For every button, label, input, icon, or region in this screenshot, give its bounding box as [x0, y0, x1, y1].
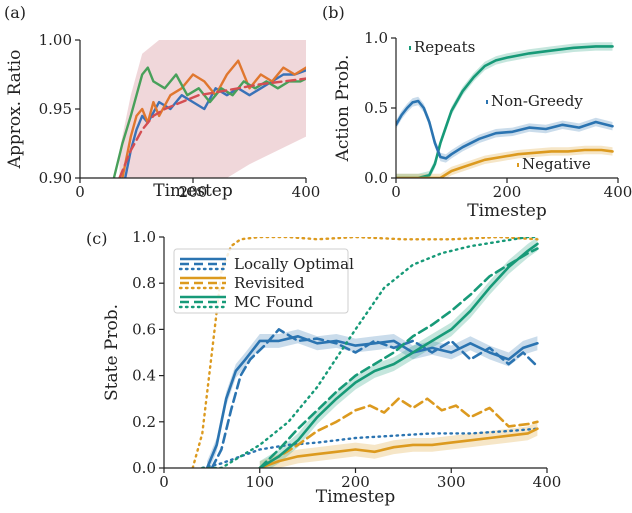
series-line-locally-optimal-dashed: [210, 328, 539, 468]
series-band: [396, 145, 613, 178]
y-tick-label: 0.0: [132, 459, 156, 477]
y-tick-label: 0.90: [39, 169, 72, 187]
series-line-revisited-dashed: [258, 397, 539, 468]
y-tick-label: 0.0: [364, 169, 388, 187]
panel-label: (a): [4, 3, 26, 22]
x-tick-label: 100: [245, 473, 274, 491]
series-annotation: Repeats: [414, 38, 475, 56]
legend-label: Locally Optimal: [234, 255, 354, 273]
x-axis-label: Timestep: [153, 181, 233, 201]
x-tick-label: 400: [533, 473, 562, 491]
series-line-mc-found-dotted: [201, 237, 539, 468]
x-tick-label: 200: [493, 183, 522, 201]
x-tick-label: 0: [391, 183, 401, 201]
y-tick-label: 0.95: [39, 100, 72, 118]
series-annotation: Negative: [522, 155, 591, 173]
x-tick-label: 400: [604, 183, 632, 201]
series-line-locally-optimal-solid: [205, 335, 539, 468]
x-axis-label: Timestep: [467, 201, 547, 221]
series-band: [259, 237, 538, 468]
series-line-revisited-dotted: [191, 237, 539, 468]
y-tick-label: 1.0: [364, 29, 388, 47]
legend-label: Revisited: [234, 274, 305, 292]
series-line-non-greedy-solid: [396, 99, 614, 160]
series-line-negative-solid: [396, 148, 614, 178]
legend-label: MC Found: [234, 293, 314, 311]
series-line-1-solid: [121, 59, 306, 178]
y-tick-label: 0.6: [132, 320, 156, 338]
y-axis-label: Approx. Ratio: [5, 50, 25, 170]
x-tick-label: 0: [159, 473, 169, 491]
y-axis-label: State Prob.: [102, 304, 122, 401]
x-tick-label: 0: [75, 183, 85, 201]
panel-label: (c): [86, 229, 107, 248]
uncertainty-band: [119, 40, 306, 178]
x-tick-label: 400: [292, 183, 321, 201]
y-tick-label: 0.2: [132, 413, 156, 431]
y-tick-label: 1.0: [132, 228, 156, 246]
x-tick-label: 200: [179, 183, 208, 201]
x-axis-label: Timestep: [316, 487, 396, 507]
series-line-mc-found-solid: [258, 242, 539, 468]
y-tick-label: 0.5: [364, 99, 388, 117]
series-band: [396, 96, 613, 163]
y-tick-label: 0.4: [132, 367, 156, 385]
x-tick-label: 300: [437, 473, 466, 491]
y-axis-label: Action Prob.: [333, 55, 353, 163]
y-tick-label: 1.00: [39, 31, 72, 49]
series-band: [259, 421, 538, 468]
x-tick-label: 200: [341, 473, 370, 491]
series-line-2-solid: [112, 66, 306, 178]
series-line-revisited-solid: [258, 427, 539, 468]
panel-label: (b): [322, 3, 345, 22]
y-tick-label: 0.8: [132, 274, 156, 292]
series-annotation: Non-Greedy: [491, 92, 583, 110]
series-line-3-dashed: [118, 77, 306, 178]
series-line-repeats-solid: [396, 45, 614, 178]
series-line-mc-found-dashed: [258, 247, 539, 468]
